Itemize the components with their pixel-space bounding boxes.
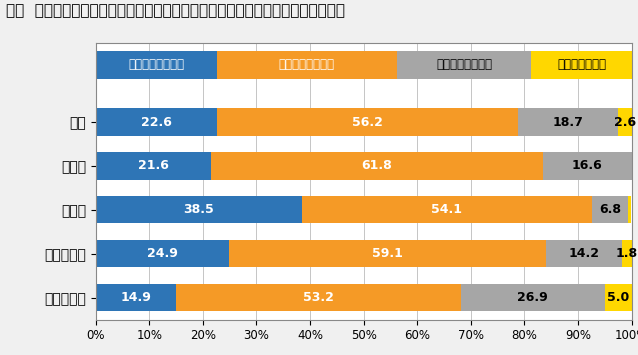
Bar (605, 284, 632, 311)
Text: 1.8: 1.8 (616, 247, 638, 260)
Text: 5.0: 5.0 (607, 291, 629, 304)
Bar (543, 152, 632, 180)
Text: あまり影響はない: あまり影響はない (436, 59, 492, 71)
Bar (175, 284, 461, 311)
Text: 6.8: 6.8 (599, 203, 621, 216)
Bar (518, 108, 618, 136)
Bar (461, 284, 605, 311)
Bar (217, 51, 397, 78)
Bar (628, 196, 631, 223)
Text: 全く影響はない: 全く影響はない (557, 59, 606, 71)
Text: 38.5: 38.5 (184, 203, 214, 216)
Text: 54.1: 54.1 (431, 203, 463, 216)
Text: 21.6: 21.6 (138, 159, 169, 173)
Text: 59.1: 59.1 (372, 247, 403, 260)
Text: やや悪影響がある: やや悪影響がある (279, 59, 335, 71)
Bar (546, 240, 622, 267)
Text: 18.7: 18.7 (553, 115, 584, 129)
Text: 24.9: 24.9 (147, 247, 178, 260)
Bar (96, 51, 217, 78)
Bar (96, 152, 211, 180)
Text: 14.9: 14.9 (120, 291, 151, 304)
Text: 2.6: 2.6 (614, 115, 636, 129)
Bar (592, 196, 628, 223)
Text: 53.2: 53.2 (302, 291, 334, 304)
Text: 14.2: 14.2 (568, 247, 600, 260)
Bar (397, 51, 531, 78)
Bar (96, 284, 175, 311)
Text: 16.6: 16.6 (572, 159, 602, 173)
Bar (96, 108, 217, 136)
Bar (96, 196, 302, 223)
Bar (618, 108, 632, 136)
Bar (96, 240, 229, 267)
Text: 26.9: 26.9 (517, 291, 548, 304)
Text: 図４  物価高による原材料高や光熱費高騰が業績に与える影響はどうでしょうか。: 図４ 物価高による原材料高や光熱費高騰が業績に与える影響はどうでしょうか。 (6, 4, 345, 18)
Bar (302, 196, 592, 223)
Text: 22.6: 22.6 (141, 115, 172, 129)
Text: 56.2: 56.2 (352, 115, 383, 129)
Bar (211, 152, 543, 180)
Bar (622, 240, 632, 267)
Text: 深刻な影響がある: 深刻な影響がある (128, 59, 184, 71)
Text: 61.8: 61.8 (362, 159, 392, 173)
Bar (229, 240, 546, 267)
Bar (217, 108, 518, 136)
Bar (531, 51, 632, 78)
